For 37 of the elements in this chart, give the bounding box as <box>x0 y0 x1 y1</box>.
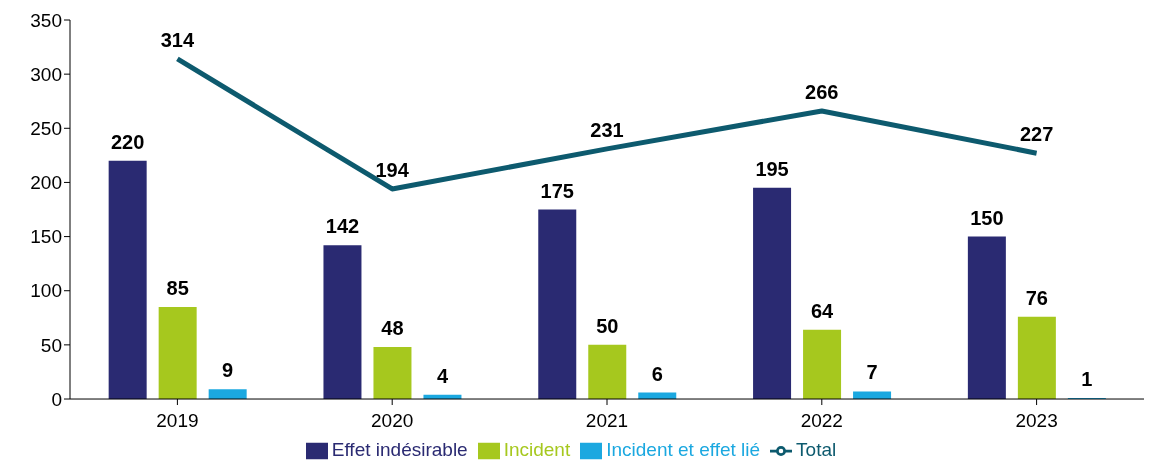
y-tick-label: 150 <box>30 226 62 248</box>
data-label: 195 <box>755 157 789 180</box>
x-tick-label: 2023 <box>1015 409 1058 431</box>
data-label: 6 <box>651 362 663 385</box>
data-label: 227 <box>1019 123 1054 146</box>
y-tick-label: 0 <box>51 388 62 410</box>
data-label: 231 <box>590 118 624 141</box>
legend-label: Effet indésirable <box>331 439 468 461</box>
legend-label: Total <box>796 439 837 461</box>
y-tick-label: 100 <box>30 280 62 302</box>
data-label: 1 <box>1081 367 1093 390</box>
data-label: 175 <box>540 179 574 202</box>
data-label: 266 <box>805 80 839 103</box>
x-tick-label: 2022 <box>800 409 843 431</box>
y-tick-label: 50 <box>40 334 62 356</box>
y-tick-label: 200 <box>30 172 62 194</box>
data-label: 314 <box>160 28 195 51</box>
x-tick-label: 2021 <box>585 409 629 431</box>
data-label: 76 <box>1025 286 1048 309</box>
y-tick-label: 300 <box>30 63 62 85</box>
data-label: 9 <box>222 359 234 382</box>
x-tick-label: 2019 <box>156 409 199 431</box>
data-label: 85 <box>166 276 189 299</box>
data-label: 150 <box>970 206 1004 229</box>
data-label: 194 <box>375 158 410 181</box>
y-tick-label: 250 <box>30 118 62 140</box>
legend-label: Incident et effet lié <box>606 439 761 461</box>
x-tick-label: 2020 <box>371 409 414 431</box>
data-label: 220 <box>110 130 145 153</box>
data-label: 48 <box>381 317 404 340</box>
data-label: 50 <box>596 314 619 337</box>
data-label: 4 <box>436 364 449 387</box>
data-label: 64 <box>810 299 835 322</box>
data-label: 7 <box>866 361 878 384</box>
legend-label: Incident <box>503 439 571 461</box>
data-label: 142 <box>325 215 360 238</box>
y-tick-label: 350 <box>30 9 62 31</box>
